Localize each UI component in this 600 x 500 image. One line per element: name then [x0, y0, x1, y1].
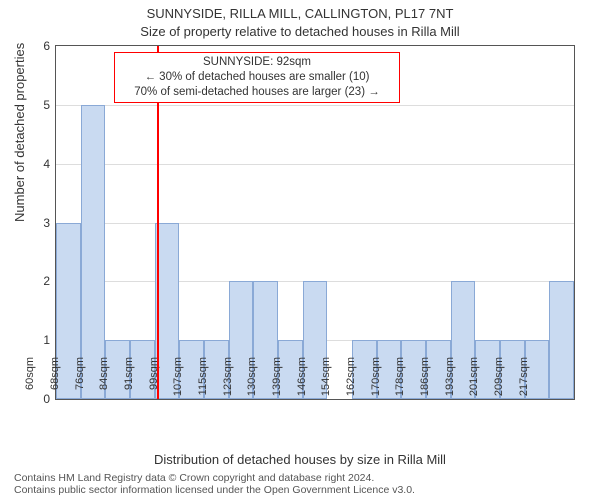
- x-axis-label: Distribution of detached houses by size …: [0, 452, 600, 467]
- x-tick-label: 139sqm: [271, 357, 283, 405]
- annotation-line: SUNNYSIDE: 92sqm: [121, 55, 393, 70]
- histogram-bar: [549, 281, 574, 399]
- histogram-bar: [81, 105, 106, 399]
- x-tick-label: 193sqm: [444, 357, 456, 405]
- x-tick-label: 146sqm: [296, 357, 308, 405]
- x-tick-label: 115sqm: [197, 357, 209, 405]
- y-tick-label: 5: [43, 98, 56, 112]
- chart-supertitle: SUNNYSIDE, RILLA MILL, CALLINGTON, PL17 …: [0, 6, 600, 21]
- x-tick-label: 76sqm: [74, 357, 86, 405]
- x-tick-label: 170sqm: [370, 357, 382, 405]
- y-axis-label: Number of detached properties: [12, 43, 27, 222]
- chart-plot-area: 012345660sqm68sqm76sqm84sqm91sqm99sqm107…: [55, 45, 575, 400]
- gridline: [56, 223, 574, 224]
- y-tick-label: 6: [43, 39, 56, 53]
- y-tick-label: 4: [43, 157, 56, 171]
- x-tick-label: 107sqm: [172, 357, 184, 405]
- x-tick-label: 209sqm: [493, 357, 505, 405]
- x-tick-label: 84sqm: [98, 357, 110, 405]
- annotation-box: SUNNYSIDE: 92sqm← 30% of detached houses…: [114, 52, 400, 103]
- x-tick-label: 123sqm: [222, 357, 234, 405]
- x-tick-label: 186sqm: [419, 357, 431, 405]
- x-tick-label: 178sqm: [394, 357, 406, 405]
- annotation-line: 70% of semi-detached houses are larger (…: [121, 85, 393, 100]
- x-tick-label: 162sqm: [345, 357, 357, 405]
- x-tick-label: 60sqm: [24, 357, 36, 405]
- x-tick-label: 217sqm: [518, 357, 530, 405]
- annotation-line: ← 30% of detached houses are smaller (10…: [121, 70, 393, 85]
- chart-subtitle: Size of property relative to detached ho…: [0, 24, 600, 39]
- x-tick-label: 68sqm: [49, 357, 61, 405]
- x-tick-label: 154sqm: [320, 357, 332, 405]
- y-tick-label: 2: [43, 274, 56, 288]
- x-tick-label: 130sqm: [246, 357, 258, 405]
- y-tick-label: 1: [43, 333, 56, 347]
- x-tick-label: 91sqm: [123, 357, 135, 405]
- gridline: [56, 105, 574, 106]
- y-tick-label: 3: [43, 216, 56, 230]
- footer-attribution: Contains HM Land Registry data © Crown c…: [14, 472, 415, 496]
- gridline: [56, 164, 574, 165]
- x-tick-label: 201sqm: [468, 357, 480, 405]
